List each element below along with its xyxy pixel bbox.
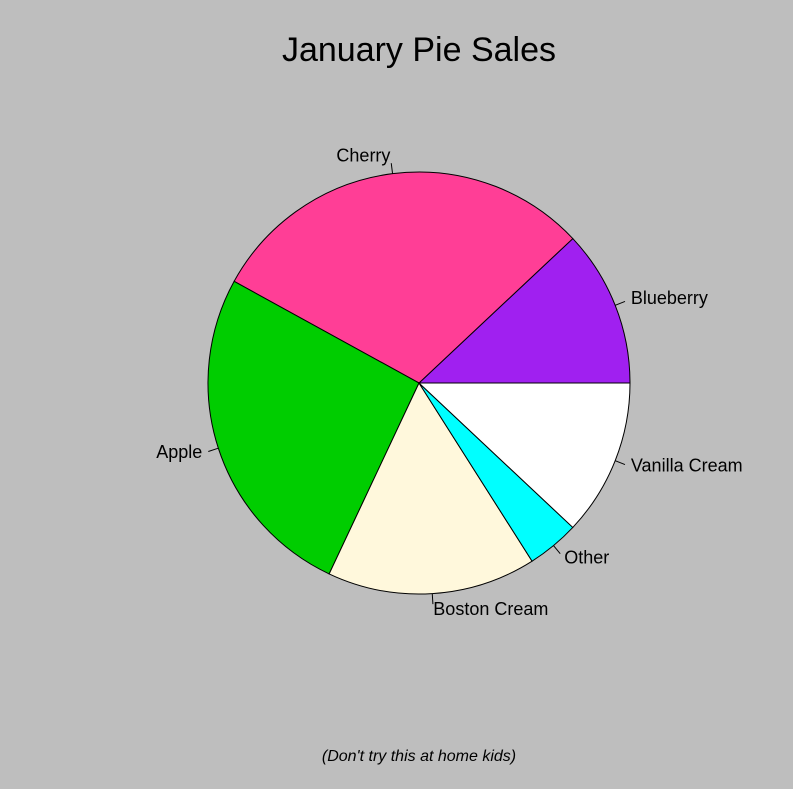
label-tick [553, 545, 561, 555]
chart-title: January Pie Sales [282, 31, 556, 69]
slice-label: Blueberry [631, 288, 708, 308]
pie-slice [417, 382, 631, 529]
slice-label: Other [564, 547, 609, 567]
slice-label: Boston Cream [433, 599, 548, 619]
pie-slice [233, 171, 574, 384]
label-tick [208, 447, 219, 452]
pie-slice [207, 280, 420, 575]
pie-slice [417, 237, 631, 384]
label-tick [431, 593, 434, 605]
slice-label: Cherry [336, 146, 390, 166]
chart-subtitle: (Don't try this at home kids) [322, 748, 516, 765]
label-tick [390, 163, 394, 174]
label-tick [614, 460, 626, 466]
slice-label: Vanilla Cream [631, 456, 743, 476]
slice-label: Apple [156, 442, 202, 462]
pie-slice [328, 381, 533, 595]
label-tick [614, 300, 626, 306]
